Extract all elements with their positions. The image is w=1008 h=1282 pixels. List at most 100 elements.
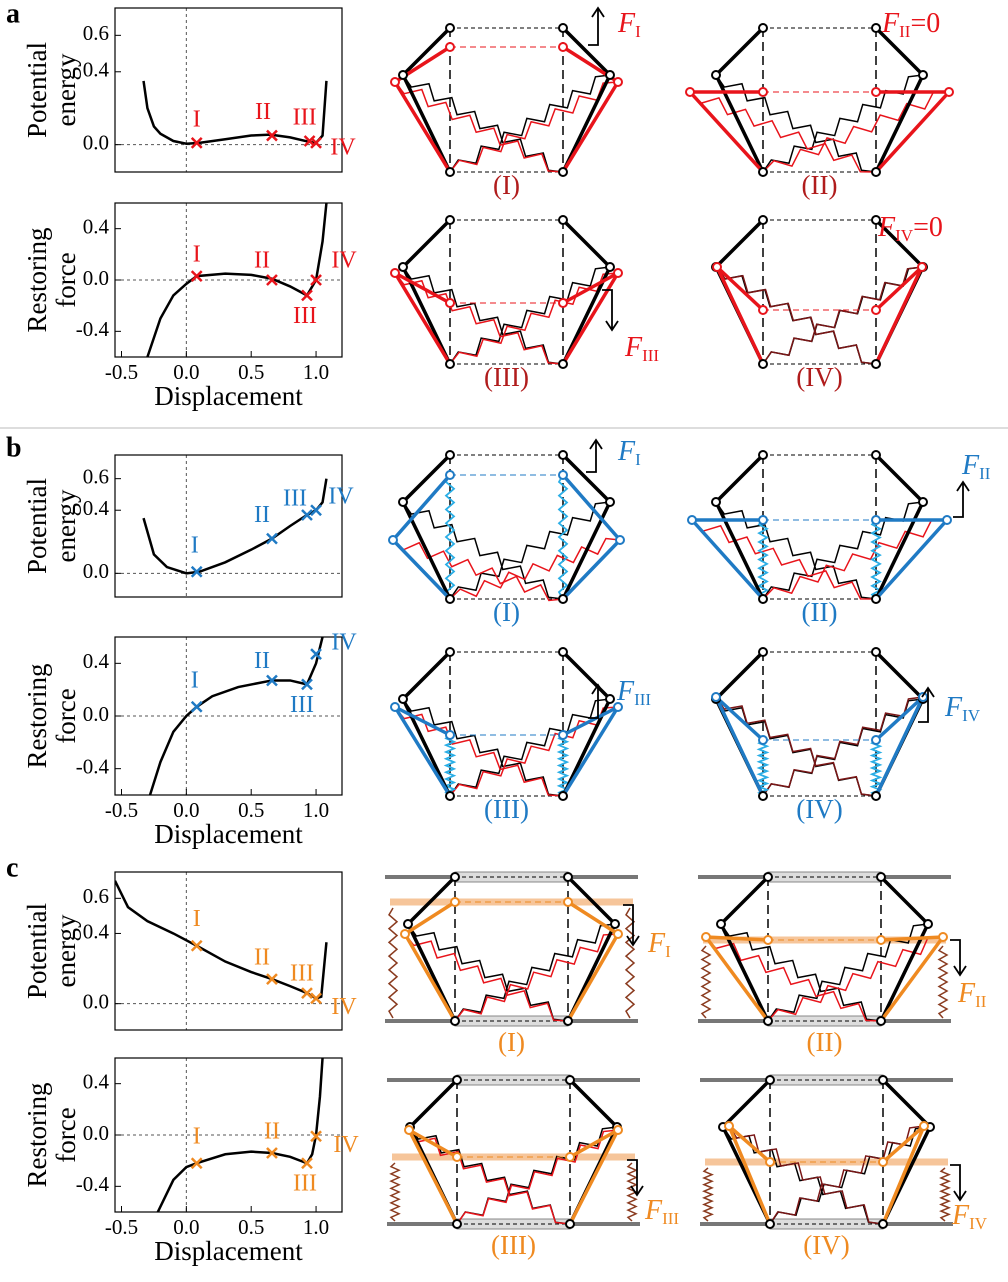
link <box>714 696 765 797</box>
joint <box>605 497 615 507</box>
link <box>715 266 765 365</box>
spring <box>449 74 611 173</box>
link <box>561 473 622 542</box>
force-symbol: F <box>881 8 900 39</box>
link <box>727 1125 772 1225</box>
x-tick-label: 0.0 <box>173 1215 199 1239</box>
y-tick-label: 0.6 <box>83 884 109 908</box>
mechanism: (I) FI <box>388 436 641 627</box>
joint <box>878 1075 888 1085</box>
force-label: FI <box>617 8 641 40</box>
link <box>714 453 765 504</box>
link <box>393 706 452 797</box>
curve <box>142 80 328 146</box>
force-subscript: III <box>662 1209 679 1228</box>
link <box>881 1125 926 1225</box>
caption: (I) <box>493 597 520 627</box>
force-suffix: =0 <box>910 8 940 39</box>
point-label: II <box>255 99 271 125</box>
mechanism: (III) FIII <box>387 1074 679 1260</box>
joint <box>871 215 881 225</box>
spring <box>449 706 619 797</box>
link <box>566 875 617 926</box>
force-label: FIII <box>644 1195 679 1227</box>
link <box>874 518 949 601</box>
joint <box>390 268 400 278</box>
x-tick-label: 1.0 <box>303 360 329 384</box>
joint <box>876 1016 886 1026</box>
joint <box>758 167 768 177</box>
joint <box>763 935 773 945</box>
link <box>881 1078 932 1129</box>
link <box>874 696 925 797</box>
force-subscript: II <box>979 464 991 483</box>
joint <box>558 730 568 740</box>
joint <box>716 919 726 929</box>
vertical-spring <box>870 519 882 600</box>
force-label: FIII <box>624 332 659 364</box>
force-symbol: F <box>957 978 976 1009</box>
link <box>408 1128 458 1159</box>
point-marker <box>310 504 322 517</box>
joint <box>876 872 886 882</box>
link <box>391 473 452 542</box>
spring <box>762 696 924 797</box>
link <box>721 1078 772 1129</box>
joint <box>558 594 568 604</box>
force-subscript: IV <box>962 706 981 725</box>
joint <box>452 1075 462 1085</box>
force-symbol: F <box>877 212 896 243</box>
y-tick-label: 0.6 <box>83 464 109 488</box>
joint <box>445 42 455 52</box>
spring <box>402 74 564 173</box>
spring <box>728 1125 884 1225</box>
point-label: III <box>283 485 307 511</box>
y-tick-label: 0.4 <box>83 214 110 238</box>
joint <box>445 730 455 740</box>
link <box>391 538 452 601</box>
force-label: FII <box>961 450 991 482</box>
joint <box>758 23 768 33</box>
joint <box>613 77 623 87</box>
link <box>705 935 769 942</box>
spring <box>407 923 569 1022</box>
force-arrow <box>950 939 967 977</box>
joint <box>450 897 460 907</box>
side-spring <box>700 945 712 1019</box>
force-symbol: F <box>616 676 635 707</box>
spring <box>767 923 929 1022</box>
joint <box>563 897 573 907</box>
mechanism: (I) FI <box>385 871 671 1057</box>
force-label: FI <box>617 436 641 468</box>
joint <box>758 791 768 801</box>
link <box>561 453 612 504</box>
point-marker <box>310 274 322 286</box>
spring <box>449 272 619 365</box>
spring <box>454 923 616 1022</box>
force-subscript: I <box>635 22 641 41</box>
spring <box>762 519 948 600</box>
point-label: II <box>254 945 270 971</box>
link <box>561 706 620 797</box>
link <box>393 272 452 365</box>
link <box>879 875 930 926</box>
joint <box>758 359 768 369</box>
point-label: II <box>254 502 270 528</box>
joint <box>398 694 408 704</box>
joint <box>558 215 568 225</box>
link <box>561 218 612 269</box>
joint <box>871 515 881 525</box>
y-tick-label: -0.4 <box>76 754 110 778</box>
joint <box>613 929 623 939</box>
y-tick-label: 0.4 <box>83 496 110 520</box>
joint <box>871 594 881 604</box>
force-symbol: F <box>624 332 643 363</box>
side-spring <box>624 907 636 1019</box>
spring <box>449 501 611 600</box>
panel-letter: c <box>6 852 18 883</box>
spring <box>762 266 923 365</box>
point-label: I <box>193 242 201 268</box>
